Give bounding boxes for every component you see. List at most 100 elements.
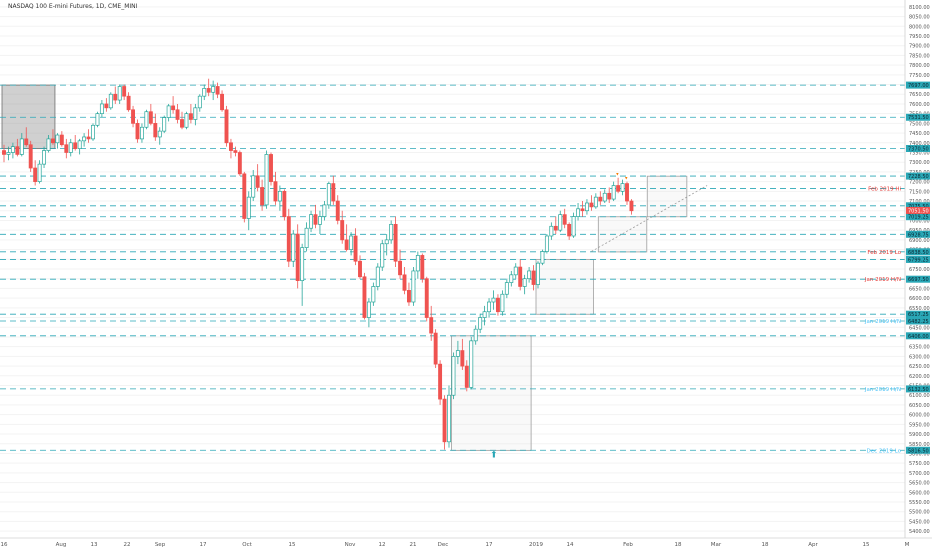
candle-body [215,86,220,95]
candle-body [6,152,11,155]
price-tick-label: 7300.00 [909,160,930,166]
level-price-tag [906,275,930,283]
level-price-label: 6838.50 [908,250,929,256]
price-tick-label: 6100.00 [909,393,930,399]
candle-body [184,113,189,128]
level-price-tag [906,202,930,210]
candle-body [433,332,438,365]
candle-body [211,86,216,93]
candle-body [108,93,113,109]
candle-body [37,163,42,182]
candle-body [438,363,443,400]
candle-body [313,214,318,225]
candle-body [540,251,545,264]
candle-body [326,183,331,206]
level-price-label: 6132.50 [908,387,929,393]
candle-body [451,356,456,396]
candle-body [68,142,73,153]
price-tick-label: 5700.00 [909,471,930,477]
time-tick-label: 15 [863,542,870,548]
candle-body [558,214,563,231]
candle-body [2,150,6,155]
level-price-label: 7370.50 [908,147,929,153]
candle-body [411,270,416,303]
candle-body [589,202,594,208]
price-tick-label: 7200.00 [909,180,930,186]
price-tick-label: 7600.00 [909,102,930,108]
candle-body [380,243,385,268]
candle-body [113,93,118,101]
candle-body [442,398,447,443]
candle-body [73,142,78,149]
level-price-tag [906,145,930,153]
price-tick-label: 6300.00 [909,354,930,360]
candle-body [504,282,509,295]
price-tick-label: 6450.00 [909,325,930,331]
candle-body [473,328,478,342]
level-price-label: 6406.00 [908,334,929,340]
candle-body [55,134,60,144]
price-tick-label: 7450.00 [909,131,930,137]
price-tick-label: 5400.00 [909,529,930,535]
time-tick-label: 16 [1,542,8,548]
candle-body [148,111,153,124]
price-tick-label: 5950.00 [909,422,930,428]
range-box [451,335,532,451]
level-price-tag [906,310,930,318]
candle-body [491,297,496,303]
candle-body [611,185,616,200]
time-tick-label: Sep [155,542,166,548]
candle-body [616,185,621,192]
price-tick-label: 6650.00 [909,286,930,292]
candle-body [340,220,345,241]
low-arrow-icon: ⬆ [490,450,498,460]
candle-body [237,152,242,175]
candle-body [518,266,523,287]
time-tick-label: 12 [379,542,386,548]
candle-body [10,146,15,153]
candle-body [371,286,376,303]
candle-body [580,208,585,212]
price-tick-label: 5750.00 [909,461,930,467]
candle-body [415,255,420,272]
current-price-label: 7051.50 [908,208,929,214]
candle-body [220,93,224,111]
range-box [535,259,594,315]
time-tick-label: 17 [486,542,493,548]
candle-body [509,274,514,283]
candle-body [246,196,251,219]
level-note-label: Feb 2019 Lo [867,250,901,256]
time-tick-label: 14 [567,542,574,548]
candle-body [513,266,518,276]
level-note-label: Jan 2019 H/N [864,387,901,393]
price-tick-label: 6600.00 [909,296,930,302]
candle-body [393,223,398,262]
candle-body [469,340,474,388]
candle-body [166,105,171,118]
candle-body [478,317,483,330]
time-tick-label: Mar [711,542,722,548]
time-tick-label: Nov [345,542,356,548]
price-tick-label: 7000.00 [909,218,930,224]
time-tick-label: 22 [124,542,131,548]
level-price-tag [906,230,930,238]
candle-body [447,394,451,443]
candle-body [562,214,567,225]
price-tick-label: 7750.00 [909,73,930,79]
candle-body [282,190,287,217]
candle-body [602,192,607,202]
candle-body [277,190,282,202]
candle-body [180,119,184,128]
candle-body [269,154,273,182]
price-tick-label: 6350.00 [909,345,930,351]
candle-body [291,233,296,262]
level-price-tag [906,446,930,454]
candle-body [86,136,91,140]
price-tick-label: 7500.00 [909,121,930,127]
price-tick-label: 7150.00 [909,189,930,195]
candle-body [598,196,603,202]
candle-body [15,146,20,155]
candle-body [500,293,505,313]
candle-body [140,126,144,140]
